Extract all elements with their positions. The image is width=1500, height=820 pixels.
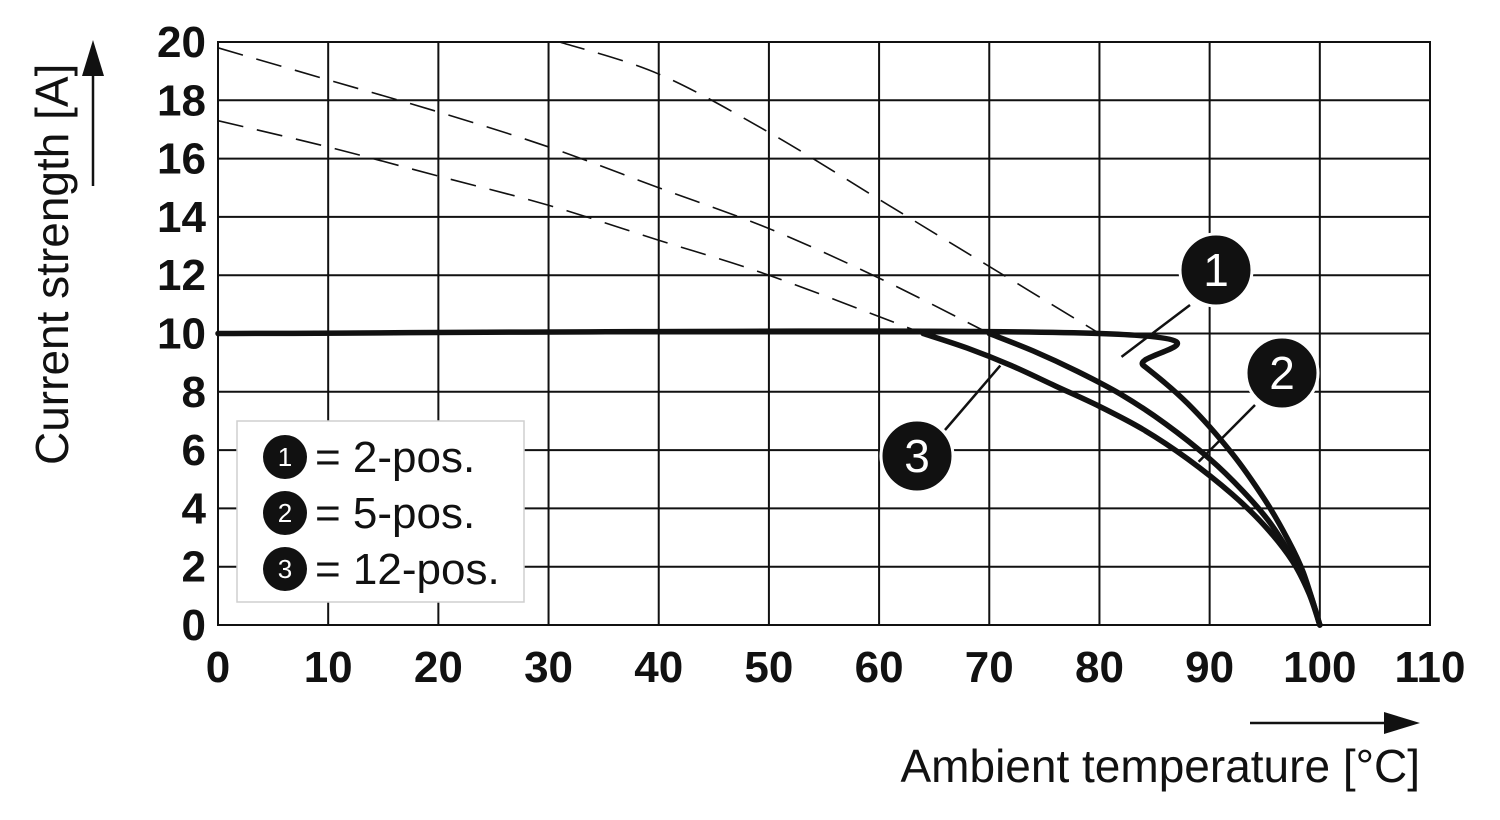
legend-marker <box>263 547 307 591</box>
y-tick-label: 20 <box>157 18 206 67</box>
x-axis-title: Ambient temperature [°C] <box>901 740 1421 792</box>
x-tick-label: 60 <box>855 643 904 692</box>
legend-marker-number: 3 <box>278 554 292 584</box>
legend-marker-number: 2 <box>278 498 292 528</box>
y-tick-label: 16 <box>157 135 206 184</box>
derating-curves <box>215 328 1323 628</box>
x-tick-label: 10 <box>304 643 353 692</box>
tick-labels: 0 10 20 30 40 50 60 70 80 90 100 110024681012141618… <box>157 18 1465 692</box>
y-tick-label: 0 <box>182 601 206 650</box>
y-tick-label: 8 <box>182 368 206 417</box>
dashed-line-1 <box>559 41 1100 335</box>
legend-entry: 1 = 2-pos. <box>263 433 475 482</box>
y-tick-label: 2 <box>182 543 206 592</box>
legend: 1 = 2-pos. 2 = 5-pos. 3 = 12-pos. <box>236 420 525 603</box>
callout-leader-line <box>944 364 1002 431</box>
callout-2: 2 <box>1197 335 1320 463</box>
callout-1: 1 <box>1120 232 1254 358</box>
x-tick-label: 50 <box>744 643 793 692</box>
x-tick-label: 90 <box>1185 643 1234 692</box>
y-tick-label: 10 <box>157 310 206 359</box>
dashed-line-3 <box>217 119 924 335</box>
legend-marker <box>263 435 307 479</box>
callout-number: 2 <box>1269 347 1295 399</box>
x-axis-arrow <box>1250 712 1420 734</box>
callout-3: 3 <box>879 364 1002 494</box>
curve-callouts: 12 3 <box>879 232 1320 494</box>
callout-circle <box>879 418 955 494</box>
legend-label: = 12-pos. <box>315 545 500 594</box>
y-axis-arrow <box>82 40 104 186</box>
curve-1 <box>215 328 1323 628</box>
legend-entry: 3 = 12-pos. <box>263 545 500 594</box>
y-axis-title: Current strength [A] <box>26 64 78 465</box>
x-tick-label: 110 <box>1395 643 1466 692</box>
y-tick-label: 4 <box>182 484 207 533</box>
x-tick-label: 30 <box>524 643 573 692</box>
x-tick-label: 100 <box>1283 643 1356 692</box>
x-tick-label: 70 <box>965 643 1014 692</box>
callout-number: 1 <box>1203 244 1229 296</box>
y-tick-label: 12 <box>157 251 206 300</box>
x-tick-label: 40 <box>634 643 683 692</box>
y-tick-label: 18 <box>157 76 206 125</box>
dashed-extension-lines <box>217 41 1100 335</box>
legend-entry: 2 = 5-pos. <box>263 489 475 538</box>
legend-label: = 5-pos. <box>315 489 475 538</box>
legend-marker-number: 1 <box>278 442 292 472</box>
callout-leader-line <box>1197 404 1256 463</box>
callout-circle <box>1244 335 1320 411</box>
callout-leader-line <box>1120 304 1191 358</box>
y-tick-label: 6 <box>182 426 206 475</box>
callout-circle <box>1178 232 1254 308</box>
x-tick-label: 80 <box>1075 643 1124 692</box>
legend-label: = 2-pos. <box>315 433 475 482</box>
y-tick-label: 14 <box>157 193 206 242</box>
dashed-line-2 <box>217 47 990 335</box>
legend-marker <box>263 491 307 535</box>
curve-3 <box>920 330 1323 628</box>
x-tick-label: 0 <box>206 643 230 692</box>
callout-number: 3 <box>904 430 930 482</box>
x-tick-label: 20 <box>414 643 463 692</box>
